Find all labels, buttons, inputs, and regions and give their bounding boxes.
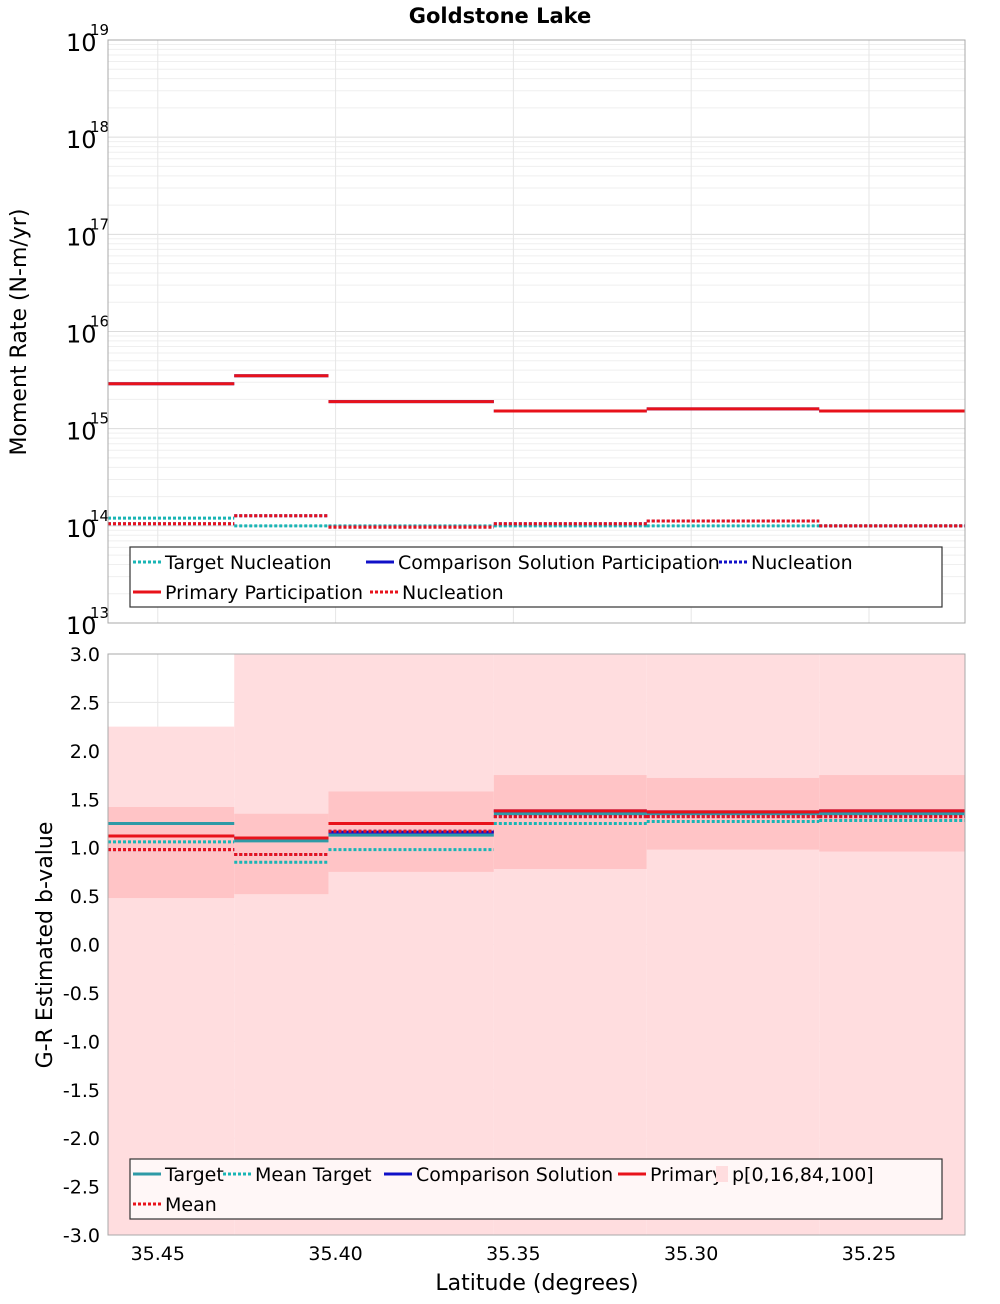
x-tick-label: 35.30 — [664, 1243, 718, 1265]
y-tick-exponent: 14 — [90, 507, 109, 525]
y-tick-exponent: 18 — [90, 118, 109, 136]
b-value-plot: 3.0 2.5 2.0 1.5 1.0 0.5 0.0 -0.5 -1.0 -1.5 -2.0 -2.… — [63, 644, 966, 1265]
band-p0-p100 — [493, 654, 647, 1235]
y-tick-label: 1.5 — [70, 789, 100, 811]
x-axis-label: Latitude (degrees) — [435, 1271, 638, 1296]
series-primary_nucleation — [108, 514, 965, 529]
y-tick-label: 1.0 — [70, 838, 100, 860]
series-primary_participation — [108, 374, 965, 413]
legend-label: Nucleation — [751, 552, 853, 574]
x-tick-label: 35.25 — [842, 1243, 896, 1265]
y-tick-label: 10 — [66, 29, 97, 57]
y-tick-label: 3.0 — [70, 644, 100, 666]
y-tick-exponent: 16 — [90, 313, 109, 331]
series-primary — [108, 809, 965, 840]
x-tick-label: 35.35 — [486, 1243, 540, 1265]
top-y-axis-label: Moment Rate (N-m/yr) — [7, 209, 32, 456]
legend-label: p[0,16,84,100] — [732, 1164, 874, 1186]
x-tick-label: 35.40 — [308, 1243, 362, 1265]
y-tick-label: 2.0 — [70, 741, 100, 763]
y-tick-label: -0.5 — [63, 983, 100, 1005]
band-p16-p84 — [108, 806, 235, 899]
y-tick-exponent: 17 — [90, 215, 109, 233]
y-tick-label: 10 — [66, 418, 97, 446]
bottom-y-axis-label: G-R Estimated b-value — [33, 822, 58, 1069]
legend-label: Target — [164, 1164, 224, 1186]
legend-label: Primary Participation — [165, 582, 363, 604]
y-tick-label: 10 — [66, 223, 97, 251]
y-tick-label: 0.5 — [70, 886, 100, 908]
legend-box — [129, 1158, 943, 1220]
y-tick-label: -2.5 — [63, 1177, 100, 1199]
y-tick-label: 10 — [66, 126, 97, 154]
percentile-bands — [108, 654, 965, 1235]
legend-swatch — [716, 1166, 728, 1182]
legend-label: Mean — [165, 1194, 217, 1216]
y-tick-label: 10 — [66, 612, 97, 640]
legend-box — [129, 546, 943, 608]
top-legend: Target Nucleation Comparison Solution Par… — [129, 546, 943, 608]
y-tick-exponent: 13 — [90, 604, 109, 622]
y-tick-label: -2.0 — [63, 1128, 100, 1150]
y-tick-label: 0.0 — [70, 935, 100, 957]
band-p0-p100 — [646, 654, 820, 1235]
y-tick-label: 10 — [66, 515, 97, 543]
y-tick-exponent: 15 — [90, 410, 109, 428]
y-tick-label: -3.0 — [63, 1225, 100, 1247]
y-tick-label: -1.5 — [63, 1080, 100, 1102]
series-mean — [108, 815, 965, 856]
legend-label: Comparison Solution — [416, 1164, 613, 1186]
legend-label: Comparison Solution Participation — [398, 552, 720, 574]
y-tick-label: -1.0 — [63, 1031, 100, 1053]
series-mean_target — [108, 819, 965, 864]
bottom-legend: Target Mean Target Comparison Solution Prim… — [129, 1158, 943, 1220]
x-tick-label: 35.45 — [131, 1243, 185, 1265]
y-tick-label: 2.5 — [70, 692, 100, 714]
plot-frame — [107, 653, 966, 1236]
chart-title: Goldstone Lake — [409, 4, 592, 28]
band-p0-p100 — [328, 654, 494, 1235]
y-tick-exponent: 19 — [90, 21, 109, 39]
band-p0-p100 — [234, 654, 329, 1235]
legend-label: Nucleation — [402, 582, 504, 604]
legend-label: Mean Target — [255, 1164, 372, 1186]
plot-frame — [107, 39, 966, 624]
legend-label: Primary — [650, 1164, 723, 1186]
legend-label: Target Nucleation — [164, 552, 332, 574]
series-comparison_participation — [108, 374, 965, 413]
y-tick-label: 10 — [66, 321, 97, 349]
band-p0-p100 — [819, 654, 965, 1235]
series-target — [108, 812, 965, 843]
